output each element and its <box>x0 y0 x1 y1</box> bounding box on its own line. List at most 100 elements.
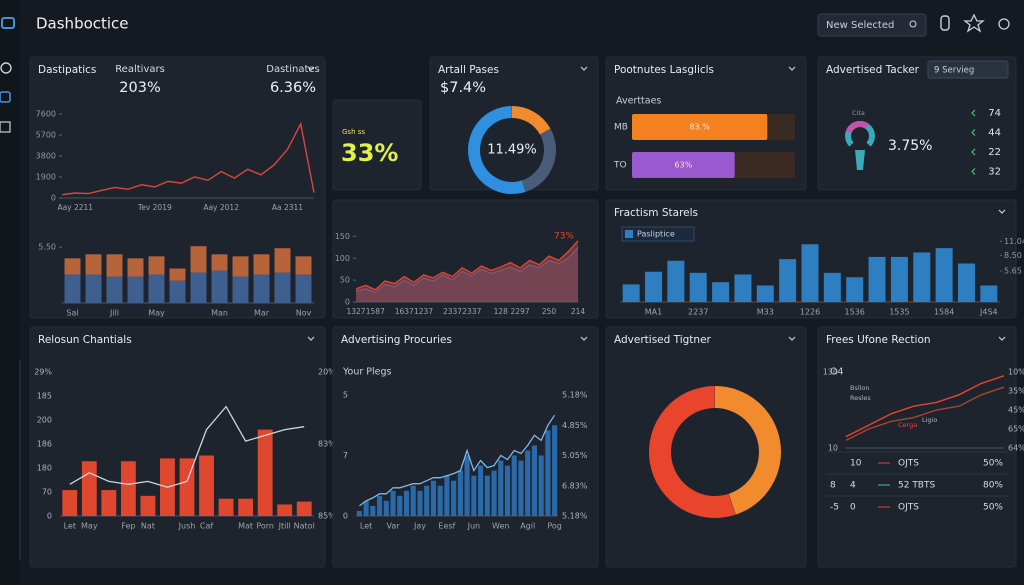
note: Bsllon <box>850 384 870 392</box>
axis-label: 35% <box>1008 387 1024 396</box>
list-value: 74 <box>988 108 1001 119</box>
nav-icon[interactable] <box>0 91 11 103</box>
panel <box>332 199 599 319</box>
donut-segment <box>715 386 782 515</box>
bar <box>504 465 511 516</box>
table-cell: OJTS <box>898 459 919 469</box>
bar <box>457 470 463 516</box>
axis-label: 7 <box>343 451 348 460</box>
chevron <box>307 336 315 341</box>
panel-subtitle: Your Plegs <box>342 367 392 378</box>
panel-title: Fractism Starels <box>614 207 698 219</box>
bar <box>81 461 97 516</box>
bar <box>148 256 165 275</box>
bar <box>274 248 291 273</box>
sidebar <box>0 0 20 585</box>
axis-label: 0 <box>47 512 52 521</box>
chevron <box>580 66 588 71</box>
bar <box>199 455 214 516</box>
settings-icon[interactable] <box>998 18 1010 30</box>
bar <box>498 460 504 516</box>
panel <box>817 326 1017 568</box>
line-series <box>61 121 315 196</box>
x-tick-label: Eesf <box>438 522 455 531</box>
x-tick-label: Jush <box>178 522 196 531</box>
x-tick-label: 214 <box>571 307 586 316</box>
bar <box>101 490 117 516</box>
area <box>356 240 578 302</box>
axis-label: 4.85% <box>562 421 588 430</box>
x-tick-label: Let <box>360 522 372 531</box>
y-tick-label: 0 <box>345 298 350 307</box>
star-icon[interactable] <box>963 13 985 33</box>
bar <box>62 490 78 516</box>
bar <box>424 485 430 516</box>
x-tick-label: Fep <box>121 522 135 531</box>
search-text[interactable]: New Selected <box>826 20 894 31</box>
stat-value: $7.4% <box>440 80 486 96</box>
bar <box>552 425 558 516</box>
app-title: Dashboctice <box>36 15 129 33</box>
x-tick-label: Var <box>387 522 401 531</box>
bar <box>140 495 156 516</box>
bar <box>712 282 730 302</box>
search-box[interactable] <box>817 13 927 37</box>
table-cell: 8 <box>830 481 836 491</box>
bar <box>430 480 436 516</box>
x-tick-label: Agil <box>520 522 535 531</box>
list-value: 44 <box>988 128 1001 139</box>
bar <box>296 501 312 516</box>
bar <box>377 495 383 516</box>
table-cell: 80% <box>983 481 1003 491</box>
bar <box>779 259 797 302</box>
x-tick-label: Man <box>211 309 228 318</box>
bar <box>545 430 551 516</box>
x-tick-label: 2297 <box>511 307 530 316</box>
chevron <box>788 336 796 341</box>
nav-icon[interactable] <box>0 121 11 133</box>
x-tick-label: May <box>81 522 98 531</box>
list-value: 22 <box>988 147 1001 158</box>
dropdown[interactable] <box>927 60 1009 79</box>
card-value: 33% <box>341 139 398 167</box>
x-tick-label: 1587 <box>366 307 385 316</box>
x-tick-label: Jtill <box>278 522 291 531</box>
axis-label: 70 <box>42 488 52 497</box>
x-tick-label: 2337 <box>462 307 481 316</box>
donut-segment <box>468 106 526 194</box>
table-cell: 0 <box>850 503 856 513</box>
bar <box>211 254 228 271</box>
x-tick-label: Jay <box>413 522 426 531</box>
x-tick-label: Aay 2012 <box>203 203 239 212</box>
x-tick-label: May <box>148 309 165 318</box>
donut-segment <box>649 386 736 518</box>
panel <box>817 56 1017 191</box>
value-label: 63% <box>674 161 692 170</box>
bar <box>410 485 416 516</box>
note: Cerga <box>898 421 917 429</box>
dropdown-text[interactable]: 9 Servieg <box>934 66 974 76</box>
axis-label: 180 <box>37 464 52 473</box>
search-icon[interactable] <box>909 20 917 28</box>
x-tick-label: J4S4 <box>979 308 998 317</box>
card-label: Gsh ss <box>342 128 365 136</box>
table-cell: 4 <box>850 481 856 491</box>
bar <box>85 274 102 303</box>
bar <box>64 274 81 303</box>
bar-label: MB <box>614 123 628 133</box>
device-icon[interactable] <box>940 15 950 31</box>
bar <box>403 490 410 516</box>
bar <box>274 272 291 303</box>
donut-segment <box>522 128 556 192</box>
bar <box>190 272 207 303</box>
logo-icon[interactable] <box>1 17 15 29</box>
x-tick-label: Sal <box>66 309 78 318</box>
bar <box>64 258 81 275</box>
y-tick-label: 0 <box>51 194 56 203</box>
x-tick-label: Wen <box>492 522 509 531</box>
bar <box>218 498 234 516</box>
y-tick-label: 11.04 <box>1004 237 1024 246</box>
bar <box>525 450 531 516</box>
nav-icon[interactable] <box>0 62 12 74</box>
